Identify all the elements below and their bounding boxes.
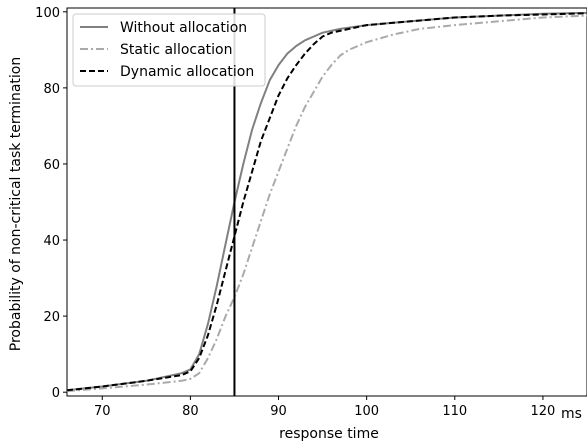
x-axis-unit-label: ms [561, 406, 582, 422]
legend-label-3: Dynamic allocation [120, 64, 254, 80]
y-tick-label: 0 [52, 386, 60, 401]
axis-ticks: 70 80 90 100 110 120 0 20 40 60 80 100 [35, 6, 555, 419]
x-tick-label: 70 [94, 404, 111, 419]
series-line-2 [66, 14, 587, 393]
y-tick-label: 80 [43, 82, 60, 97]
y-tick-label: 20 [43, 310, 60, 325]
y-tick-label: 60 [43, 158, 60, 173]
legend: Without allocation Static allocation Dynam… [72, 13, 266, 87]
legend-label-1: Without allocation [120, 20, 247, 36]
series-line-1 [66, 11, 587, 392]
y-tick-label: 40 [43, 234, 60, 249]
x-tick-label: 120 [531, 404, 556, 419]
y-tick-label: 100 [35, 6, 60, 21]
x-tick-label: 90 [270, 404, 287, 419]
x-axis-label: response time [279, 426, 379, 441]
x-tick-label: 100 [354, 404, 379, 419]
legend-box [72, 13, 266, 87]
y-axis-label: Probability of non-critical task termina… [8, 57, 24, 351]
legend-label-2: Static allocation [120, 42, 233, 58]
x-tick-label: 80 [182, 404, 199, 419]
series-lines [66, 11, 587, 393]
x-tick-label: 110 [442, 404, 467, 419]
